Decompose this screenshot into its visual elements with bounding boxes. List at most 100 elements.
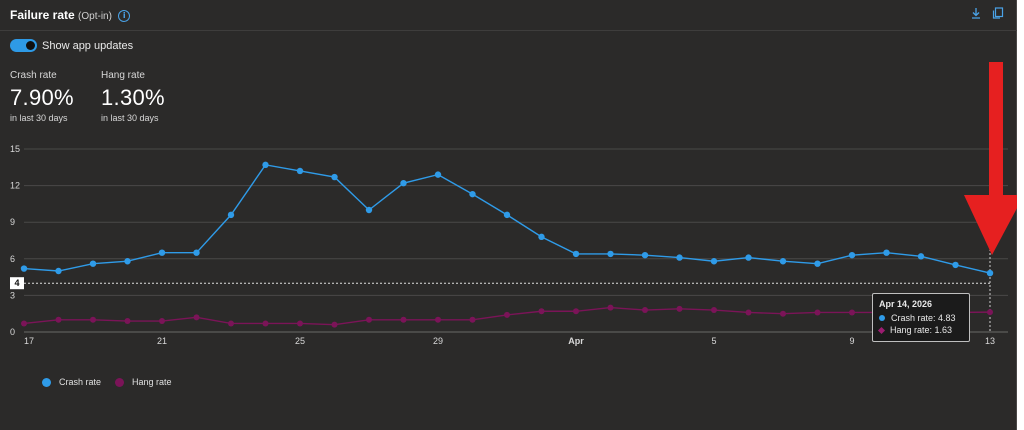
chart-tooltip: Apr 14, 2026 Crash rate: 4.83 Hang rate:…	[872, 293, 970, 342]
legend-item-crash[interactable]: Crash rate	[42, 377, 101, 387]
crash-rate-point	[331, 173, 338, 181]
hang-rate-point	[504, 311, 510, 318]
crash-rate-point	[572, 250, 580, 258]
tooltip-crash-row: Crash rate: 4.83	[879, 312, 963, 324]
crash-rate-point	[89, 260, 97, 267]
x-tick-label: Apr	[568, 336, 584, 346]
crash-rate-point	[607, 250, 614, 258]
crash-rate-value: 7.90%	[10, 85, 74, 110]
show-app-updates-toggle[interactable]	[10, 39, 37, 52]
hang-rate-point	[90, 316, 96, 323]
panel-title: Failure rate (Opt-in) i	[10, 8, 131, 22]
crash-rate-point	[124, 258, 131, 265]
tooltip-crash-dot	[879, 315, 885, 321]
hang-rate-point	[262, 320, 269, 327]
legend-crash-label: Crash rate	[59, 377, 102, 387]
hang-rate-point	[607, 304, 614, 311]
download-icon[interactable]	[969, 6, 983, 20]
y-tick-label: 9	[10, 217, 15, 227]
legend-hang-dot	[115, 377, 125, 387]
copy-icon[interactable]	[991, 6, 1005, 20]
hang-rate-point	[400, 316, 407, 323]
crash-rate-point	[538, 233, 545, 241]
hang-rate-point	[573, 308, 579, 315]
hang-rate-point	[849, 309, 855, 316]
hang-rate-point	[193, 314, 200, 321]
crash-rate-point	[55, 267, 62, 275]
crash-rate-point	[917, 253, 925, 260]
crash-rate-label: Crash rate	[10, 70, 57, 81]
tooltip-date: Apr 14, 2026	[879, 299, 933, 309]
tooltip-crash-text: Crash rate: 4.83	[891, 313, 956, 323]
hang-rate-point	[124, 318, 131, 325]
hang-rate-point	[366, 316, 372, 323]
x-tick-label: 21	[157, 336, 167, 346]
x-tick-label: 29	[433, 336, 443, 346]
x-tick-label: 13	[985, 336, 995, 346]
hang-rate-point	[331, 321, 338, 328]
crash-rate-note: in last 30 days	[10, 113, 68, 123]
crash-rate-point	[641, 251, 649, 259]
crash-rate-point	[20, 265, 28, 272]
hang-rate-point	[814, 309, 821, 316]
header-divider	[0, 30, 1017, 31]
tooltip-hang-text: Hang rate: 1.63	[890, 325, 953, 335]
hang-rate-point	[228, 320, 234, 327]
info-icon[interactable]: i	[118, 9, 131, 22]
crash-rate-metric: Crash rate 7.90% in last 30 days	[10, 70, 74, 123]
hang-rate-point	[159, 318, 165, 325]
crash-rate-point	[710, 258, 718, 265]
hang-rate-point	[469, 316, 476, 323]
hang-rate-point	[676, 305, 683, 312]
y-tick-label: 15	[10, 144, 20, 154]
crash-rate-point	[193, 249, 200, 256]
hang-rate-point	[987, 309, 993, 316]
x-tick-label: 9	[849, 336, 854, 346]
hang-rate-label: Hang rate	[101, 70, 145, 81]
y-tick-label: 12	[10, 181, 20, 191]
crash-rate-point	[779, 258, 787, 265]
tooltip-hang-row: Hang rate: 1.63	[877, 324, 963, 336]
x-tick-label: 25	[295, 336, 305, 346]
hang-rate-point	[711, 307, 717, 314]
crash-rate-point	[469, 190, 476, 198]
crash-rate-point	[400, 179, 407, 187]
x-tick-label: 17	[24, 336, 34, 346]
crash-rate-point	[952, 261, 959, 269]
crash-rate-point	[848, 251, 856, 259]
hang-rate-point	[21, 320, 27, 327]
crash-rate-point	[814, 260, 821, 267]
annotation-arrow-shaft	[989, 62, 1003, 202]
hang-rate-point	[435, 316, 441, 323]
show-app-updates-label: Show app updates	[42, 40, 134, 52]
hang-rate-point	[780, 310, 786, 317]
hang-rate-note: in last 30 days	[101, 113, 159, 123]
y-tick-label: 0	[10, 327, 15, 337]
x-tick-label: 5	[711, 336, 716, 346]
hang-rate-value: 1.30%	[101, 85, 165, 110]
hang-rate-point	[297, 320, 303, 327]
crash-rate-line	[23, 164, 991, 274]
crash-rate-point	[986, 269, 994, 277]
reference-value-box	[10, 277, 24, 290]
crash-rate-point	[883, 249, 890, 256]
annotation-arrow-head	[964, 195, 1017, 255]
crash-rate-point	[227, 211, 235, 219]
legend-item-hang[interactable]: Hang rate	[115, 377, 172, 387]
panel-subtitle: (Opt-in)	[78, 11, 112, 22]
crash-rate-point	[158, 249, 166, 256]
legend-hang-label: Hang rate	[132, 377, 172, 387]
panel-title-text: Failure rate	[10, 8, 75, 22]
chart-legend: Crash rate Hang rate	[42, 377, 186, 387]
hang-rate-metric: Hang rate 1.30% in last 30 days	[101, 70, 165, 123]
hang-rate-point	[642, 307, 648, 314]
hang-rate-point	[745, 309, 752, 316]
hang-rate-point	[55, 316, 62, 323]
crash-rate-point	[745, 254, 752, 261]
crash-rate-point	[676, 254, 683, 261]
hang-rate-point	[538, 308, 545, 315]
crash-rate-point	[365, 206, 373, 214]
legend-crash-dot	[42, 377, 51, 387]
